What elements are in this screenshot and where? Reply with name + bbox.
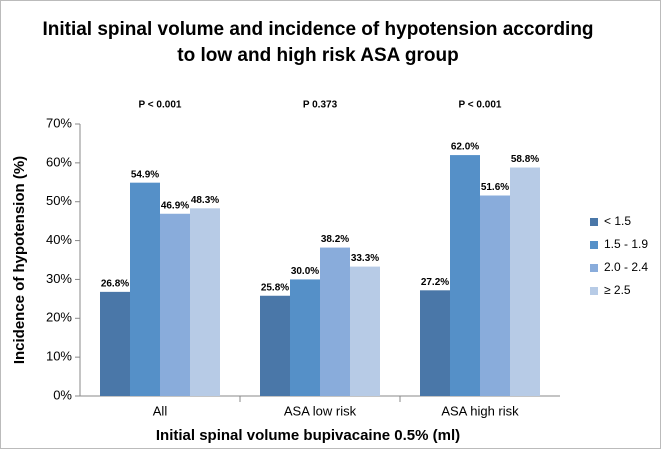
y-tick-label: 70%: [46, 115, 72, 130]
legend-label: 2.0 - 2.4: [604, 260, 648, 274]
y-tick-label: 60%: [46, 154, 72, 169]
bar: [160, 213, 190, 396]
value-label: 38.2%: [321, 234, 349, 245]
bar: [510, 167, 540, 396]
x-axis-label: Initial spinal volume bupivacaine 0.5% (…: [156, 427, 460, 444]
value-label: 46.9%: [161, 200, 189, 211]
value-label: 26.8%: [101, 279, 129, 290]
legend-swatch: [590, 218, 598, 226]
value-label: 30.0%: [291, 266, 319, 277]
x-tick-label: All: [153, 403, 168, 418]
value-label: 54.9%: [131, 169, 159, 180]
bar: [320, 247, 350, 396]
annotation: P < 0.001: [459, 100, 502, 111]
bar: [130, 182, 160, 396]
bar: [290, 279, 320, 396]
y-axis-label: Incidence of hypotension (%): [11, 156, 28, 364]
bar: [450, 155, 480, 396]
value-label: 58.8%: [511, 154, 539, 165]
bar: [480, 195, 510, 396]
annotation: P 0.373: [303, 100, 338, 111]
chart-title: to low and high risk ASA group: [177, 45, 458, 66]
bar: [350, 266, 380, 396]
y-tick-label: 10%: [46, 349, 72, 364]
legend-label: 1.5 - 1.9: [604, 237, 648, 251]
x-tick-label: ASA low risk: [284, 403, 357, 418]
bar: [420, 290, 450, 396]
bar: [260, 295, 290, 396]
value-label: 48.3%: [191, 195, 219, 206]
value-label: 33.3%: [351, 253, 379, 264]
value-label: 51.6%: [481, 182, 509, 193]
legend-label: ≥ 2.5: [604, 283, 631, 297]
chart-title: Initial spinal volume and incidence of h…: [42, 19, 593, 40]
annotation: P < 0.001: [139, 100, 182, 111]
y-tick-label: 0%: [53, 387, 72, 402]
legend-swatch: [590, 287, 598, 295]
value-label: 27.2%: [421, 277, 449, 288]
value-label: 25.8%: [261, 282, 289, 293]
legend-swatch: [590, 264, 598, 272]
x-tick-label: ASA high risk: [441, 403, 519, 418]
legend-label: < 1.5: [604, 214, 631, 228]
value-label: 62.0%: [451, 142, 479, 153]
legend-swatch: [590, 241, 598, 249]
bar: [100, 291, 130, 396]
y-tick-label: 40%: [46, 232, 72, 247]
y-tick-label: 20%: [46, 310, 72, 325]
y-tick-label: 30%: [46, 271, 72, 286]
y-tick-label: 50%: [46, 193, 72, 208]
bar: [190, 208, 220, 396]
